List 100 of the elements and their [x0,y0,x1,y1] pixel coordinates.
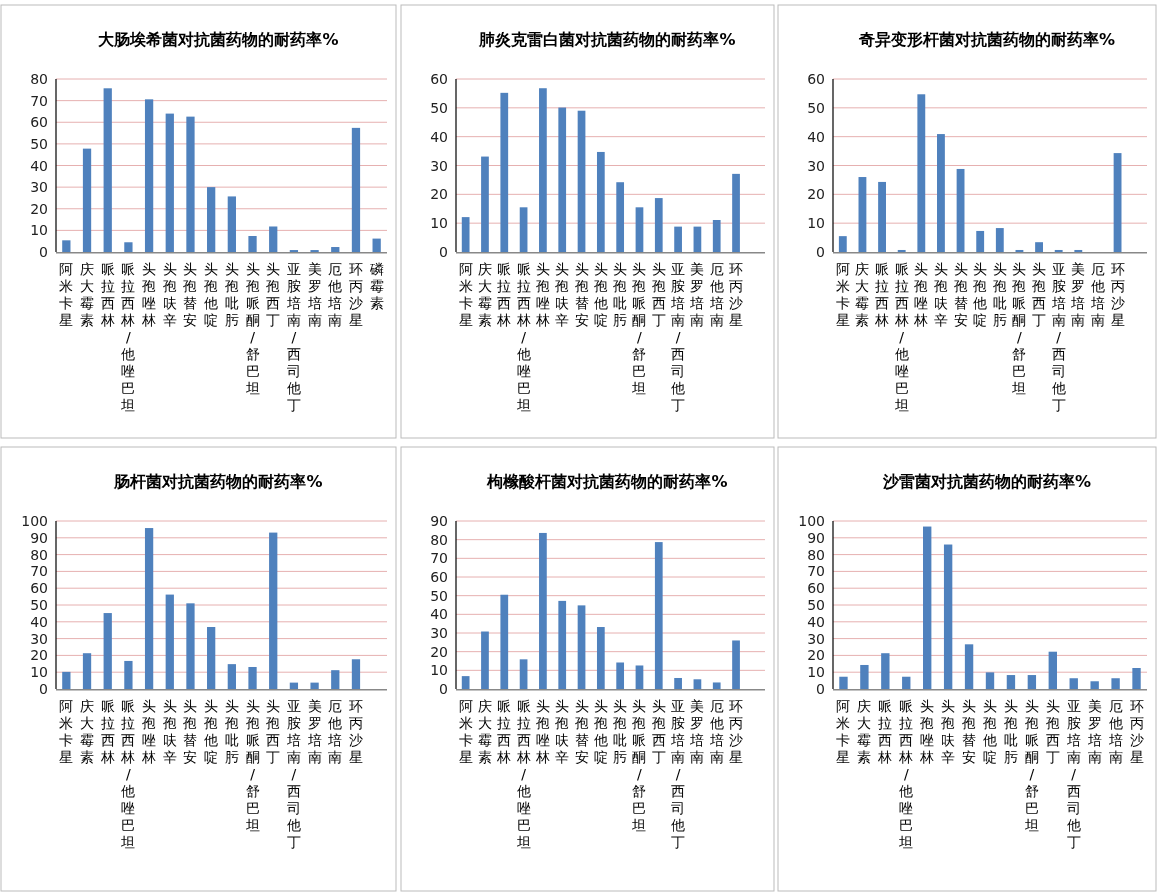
x-tick-label: 头孢西丁 [1045,698,1060,765]
bar [227,196,236,252]
y-tick-label: 0 [39,681,48,697]
bar [923,526,932,689]
category-label: 亚胺培南/西司他丁 [286,261,301,413]
x-tick-label: 阿米卡星 [59,698,74,765]
bar [310,682,319,689]
y-tick-label: 0 [816,244,825,260]
y-tick-label: 60 [30,114,48,131]
bar [596,151,605,252]
bar [712,220,721,252]
bar [1132,668,1141,689]
y-tick-label: 30 [430,625,448,641]
x-tick-label: 阿米卡星 [59,261,74,328]
y-tick-label: 90 [430,513,448,529]
bar [732,640,740,689]
y-tick-label: 70 [30,92,48,109]
bar [897,249,906,252]
y-tick-label: 100 [798,513,825,529]
bar [82,148,92,252]
bar [331,670,340,689]
bar [674,677,682,689]
bar [878,181,886,252]
x-tick-label: 环丙沙星 [729,261,744,328]
x-tick-label: 头孢替安 [962,698,977,765]
x-tick-label: 头孢呋辛 [555,261,570,328]
y-tick-label: 10 [807,664,825,681]
y-tick-label: 30 [430,157,448,174]
y-tick-label: 30 [807,630,825,647]
x-tick-label: 美罗培南 [306,698,322,765]
y-tick-label: 40 [30,613,48,630]
bar [289,682,299,689]
x-tick-label: 厄他培南 [1107,698,1123,765]
y-tick-label: 10 [430,662,448,679]
y-tick-label: 50 [430,99,448,116]
bar [165,594,174,689]
bar [1069,678,1078,689]
y-tick-label: 40 [30,157,48,174]
bar [937,134,945,252]
bar [635,207,644,252]
x-tick-label: 美罗培南 [1070,261,1086,328]
x-tick-label: 头孢吡肟 [992,261,1007,328]
chart-title: 肠杆菌对抗菌药物的耐药率% [113,472,323,491]
x-tick-label: 头孢他啶 [983,698,997,765]
x-tick-label: 头孢他啶 [593,698,608,765]
y-tick-label: 0 [439,244,448,260]
y-tick-label: 50 [30,135,48,152]
bar [461,676,470,689]
bar [1006,675,1016,689]
x-tick-label: 头孢西丁 [266,698,281,765]
y-tick-label: 10 [30,664,48,681]
x-tick-label: 头孢哌酮/舒巴坦 [244,698,260,833]
x-tick-label: 庆大霉素 [80,698,95,765]
x-tick-label: 头孢他啶 [973,261,988,328]
y-tick-label: 100 [21,513,48,529]
x-tick-label: 头孢替安 [574,698,589,765]
y-tick-label: 0 [439,681,448,697]
x-tick-label: 哌拉西林 [874,261,890,328]
x-tick-label: 头孢吡肟 [1003,698,1018,765]
x-tick-label: 磷霉素 [368,261,384,311]
bar [207,627,216,689]
bar [500,594,509,689]
category-label: 哌拉西林/他唑巴坦 [894,261,909,413]
bar [558,107,567,252]
bar [635,665,644,689]
bar [461,217,470,252]
x-tick-label: 哌拉西林 [99,698,115,765]
x-tick-label: 庆大霉素 [855,261,870,328]
y-tick-label: 50 [807,597,825,613]
bar [732,173,740,252]
category-label: 亚胺培南/西司他丁 [671,698,686,850]
x-tick-label: 头孢唑林 [534,698,550,765]
x-tick-label: 头孢西丁 [1032,261,1047,328]
bar [372,238,381,252]
x-tick-label: 哌拉西林 [496,698,512,765]
bar [62,671,71,689]
x-tick-label: 头孢呋辛 [162,261,177,328]
bar [1027,675,1037,689]
bar [269,532,278,689]
category-label: 亚胺培南/西司他丁 [1051,261,1066,413]
category-label: 亚胺培南/西司他丁 [671,261,686,413]
x-tick-label: 美罗培南 [689,261,705,328]
bar [186,116,195,252]
category-label: 亚胺培南/西司他丁 [1066,698,1081,850]
bar [616,662,625,689]
y-tick-label: 60 [807,580,825,597]
x-tick-label: 头孢吡肟 [613,261,628,328]
bar [351,127,361,252]
y-tick-label: 10 [430,215,448,232]
bar [1111,678,1120,689]
y-tick-label: 20 [807,647,825,664]
bar [654,198,663,252]
bar [860,664,869,689]
bar [103,613,112,689]
x-tick-label: 头孢他啶 [204,698,219,765]
y-tick-label: 20 [30,200,48,217]
y-tick-label: 70 [807,563,825,580]
y-tick-label: 60 [807,71,825,87]
chart-title: 沙雷菌对抗菌药物的耐药率% [881,472,1092,491]
y-tick-label: 30 [30,630,48,647]
